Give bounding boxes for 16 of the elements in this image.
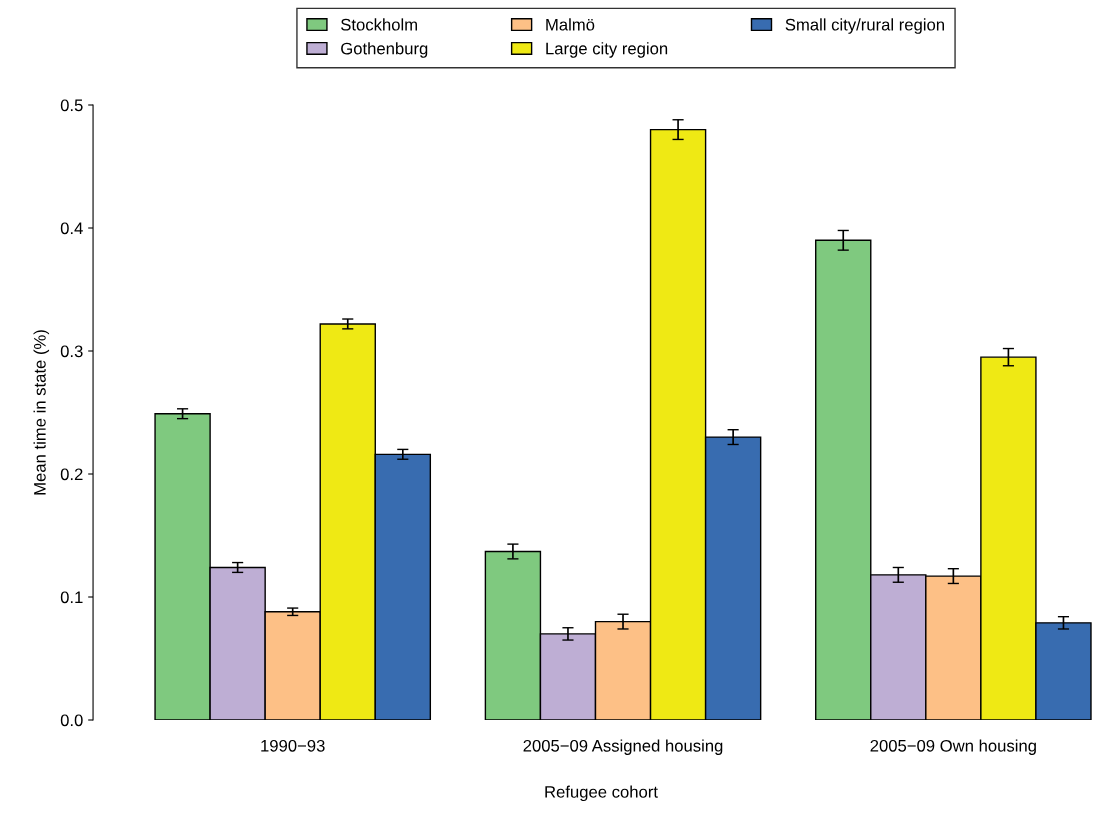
- y-tick-label: 0.3: [60, 345, 83, 358]
- y-tick-label: 0.5: [60, 99, 83, 112]
- y-tick-label: 0.0: [60, 714, 83, 727]
- legend-label: Stockholm: [341, 18, 417, 31]
- x-axis-title: Refugee cohort: [545, 785, 658, 802]
- y-tick-label: 0.1: [60, 591, 83, 604]
- x-tick-label: 1990−93: [261, 739, 325, 752]
- y-axis-title: Mean time in state (%): [33, 330, 50, 495]
- legend-label: Large city region: [546, 42, 668, 58]
- legend-label: Small city/rural region: [785, 18, 944, 34]
- y-tick-label: 0.4: [60, 222, 83, 235]
- x-tick-label: 2005−09 Assigned housing: [523, 739, 723, 755]
- legend-label: Gothenburg: [341, 42, 428, 58]
- x-tick-label: 2005−09 Own housing: [870, 739, 1036, 755]
- legend-label: Malmö: [546, 18, 595, 31]
- y-tick-label: 0.2: [60, 468, 83, 481]
